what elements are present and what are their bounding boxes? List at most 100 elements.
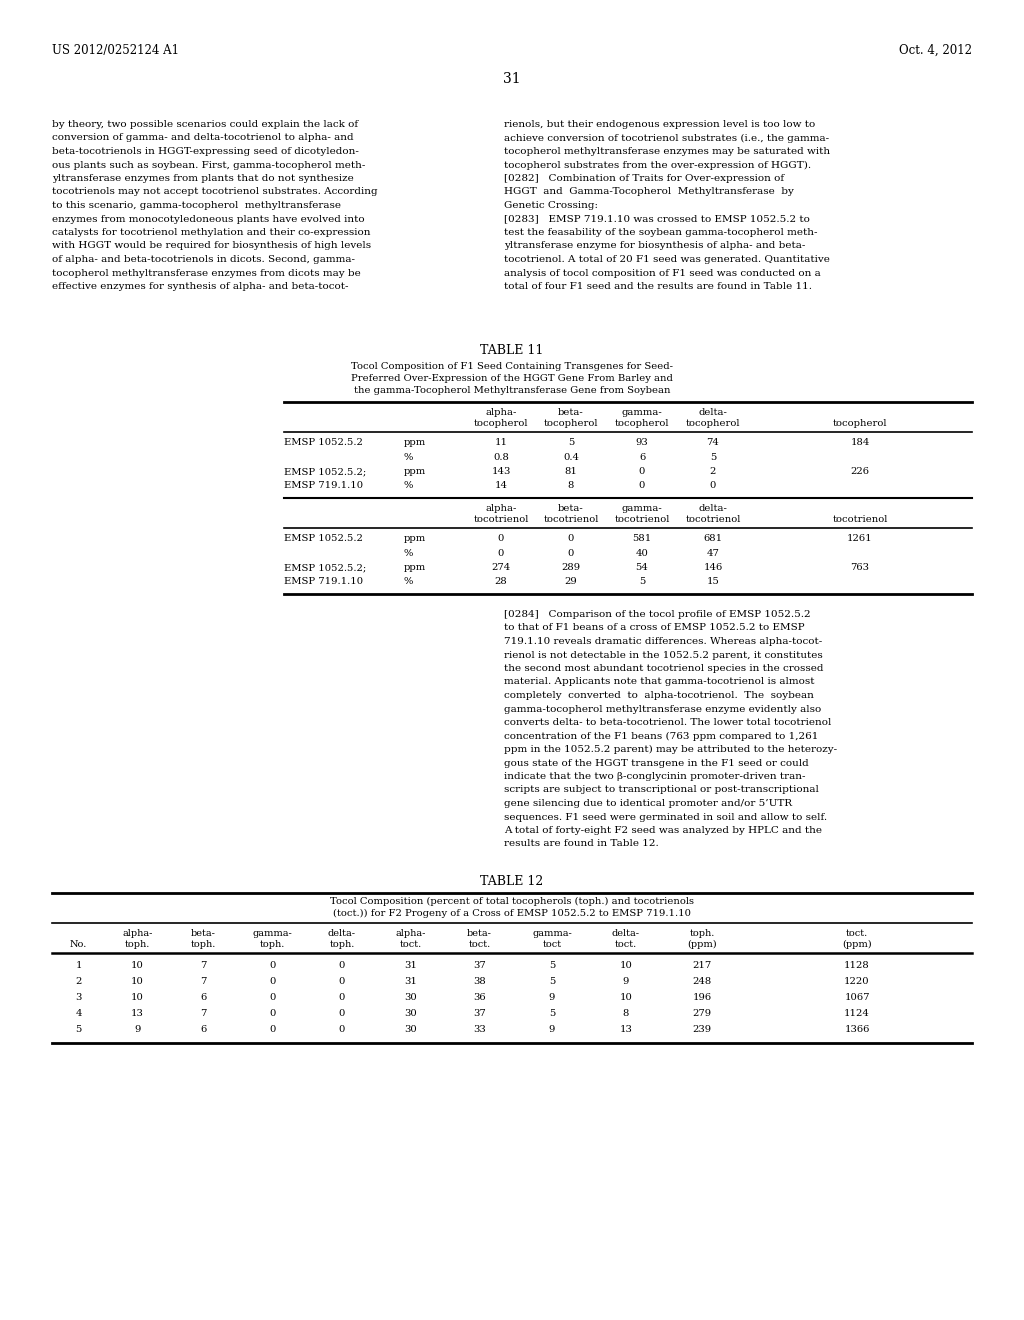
Text: 0: 0 bbox=[339, 1026, 345, 1034]
Text: (ppm): (ppm) bbox=[687, 940, 717, 949]
Text: 0: 0 bbox=[710, 482, 716, 491]
Text: 0: 0 bbox=[269, 993, 275, 1002]
Text: 0: 0 bbox=[269, 961, 275, 970]
Text: 7: 7 bbox=[201, 977, 207, 986]
Text: 30: 30 bbox=[404, 1008, 417, 1018]
Text: 5: 5 bbox=[568, 438, 574, 447]
Text: 47: 47 bbox=[707, 549, 720, 557]
Text: 10: 10 bbox=[131, 961, 144, 970]
Text: EMSP 1052.5.2: EMSP 1052.5.2 bbox=[284, 535, 362, 543]
Text: ppm: ppm bbox=[404, 438, 426, 447]
Text: 0: 0 bbox=[269, 1008, 275, 1018]
Text: 4: 4 bbox=[75, 1008, 82, 1018]
Text: material. Applicants note that gamma-tocotrienol is almost: material. Applicants note that gamma-toc… bbox=[504, 677, 814, 686]
Text: 681: 681 bbox=[703, 535, 723, 543]
Text: gamma-tocopherol methyltransferase enzyme evidently also: gamma-tocopherol methyltransferase enzym… bbox=[504, 705, 821, 714]
Text: 6: 6 bbox=[201, 993, 207, 1002]
Text: (ppm): (ppm) bbox=[842, 940, 871, 949]
Text: tocopherol: tocopherol bbox=[474, 418, 528, 428]
Text: EMSP 1052.5.2: EMSP 1052.5.2 bbox=[284, 438, 362, 447]
Text: 6: 6 bbox=[201, 1026, 207, 1034]
Text: 74: 74 bbox=[707, 438, 720, 447]
Text: gene silencing due to identical promoter and/or 5’UTR: gene silencing due to identical promoter… bbox=[504, 799, 793, 808]
Text: tocopherol methyltransferase enzymes may be saturated with: tocopherol methyltransferase enzymes may… bbox=[504, 147, 830, 156]
Text: 0: 0 bbox=[339, 977, 345, 986]
Text: 9: 9 bbox=[134, 1026, 140, 1034]
Text: concentration of the F1 beans (763 ppm compared to 1,261: concentration of the F1 beans (763 ppm c… bbox=[504, 731, 818, 741]
Text: toct.: toct. bbox=[846, 929, 868, 939]
Text: 279: 279 bbox=[692, 1008, 712, 1018]
Text: Tocol Composition of F1 Seed Containing Transgenes for Seed-: Tocol Composition of F1 Seed Containing … bbox=[351, 362, 673, 371]
Text: 9: 9 bbox=[623, 977, 629, 986]
Text: to this scenario, gamma-tocopherol  methyltransferase: to this scenario, gamma-tocopherol methy… bbox=[52, 201, 341, 210]
Text: US 2012/0252124 A1: US 2012/0252124 A1 bbox=[52, 44, 179, 57]
Text: 2: 2 bbox=[710, 467, 716, 477]
Text: gamma-: gamma- bbox=[622, 504, 663, 513]
Text: 9: 9 bbox=[549, 1026, 555, 1034]
Text: yltransferase enzyme for biosynthesis of alpha- and beta-: yltransferase enzyme for biosynthesis of… bbox=[504, 242, 805, 251]
Text: toph.: toph. bbox=[260, 940, 286, 949]
Text: %: % bbox=[404, 549, 414, 557]
Text: tocopherol: tocopherol bbox=[686, 418, 740, 428]
Text: 14: 14 bbox=[495, 482, 508, 491]
Text: 13: 13 bbox=[620, 1026, 633, 1034]
Text: [0284]   Comparison of the tocol profile of EMSP 1052.5.2: [0284] Comparison of the tocol profile o… bbox=[504, 610, 811, 619]
Text: beta-: beta- bbox=[467, 929, 492, 939]
Text: Oct. 4, 2012: Oct. 4, 2012 bbox=[899, 44, 972, 57]
Text: 36: 36 bbox=[473, 993, 485, 1002]
Text: conversion of gamma- and delta-tocotrienol to alpha- and: conversion of gamma- and delta-tocotrien… bbox=[52, 133, 353, 143]
Text: 0: 0 bbox=[498, 535, 504, 543]
Text: 146: 146 bbox=[703, 564, 723, 572]
Text: sequences. F1 seed were germinated in soil and allow to self.: sequences. F1 seed were germinated in so… bbox=[504, 813, 827, 821]
Text: 289: 289 bbox=[561, 564, 581, 572]
Text: 1366: 1366 bbox=[845, 1026, 869, 1034]
Text: %: % bbox=[404, 578, 414, 586]
Text: HGGT  and  Gamma-Tocopherol  Methyltransferase  by: HGGT and Gamma-Tocopherol Methyltransfer… bbox=[504, 187, 794, 197]
Text: 1128: 1128 bbox=[844, 961, 869, 970]
Text: [0282]   Combination of Traits for Over-expression of: [0282] Combination of Traits for Over-ex… bbox=[504, 174, 784, 183]
Text: 763: 763 bbox=[851, 564, 869, 572]
Text: ppm: ppm bbox=[404, 564, 426, 572]
Text: ous plants such as soybean. First, gamma-tocopherol meth-: ous plants such as soybean. First, gamma… bbox=[52, 161, 366, 169]
Text: No.: No. bbox=[70, 940, 87, 949]
Text: gamma-: gamma- bbox=[532, 929, 571, 939]
Text: tocotrienol: tocotrienol bbox=[473, 515, 528, 524]
Text: 1261: 1261 bbox=[847, 535, 872, 543]
Text: beta-: beta- bbox=[558, 504, 584, 513]
Text: beta-tocotrienols in HGGT-expressing seed of dicotyledon-: beta-tocotrienols in HGGT-expressing see… bbox=[52, 147, 358, 156]
Text: EMSP 1052.5.2;: EMSP 1052.5.2; bbox=[284, 467, 367, 477]
Text: rienols, but their endogenous expression level is too low to: rienols, but their endogenous expression… bbox=[504, 120, 815, 129]
Text: 31: 31 bbox=[503, 73, 521, 86]
Text: 11: 11 bbox=[495, 438, 508, 447]
Text: 31: 31 bbox=[404, 977, 417, 986]
Text: 0: 0 bbox=[339, 961, 345, 970]
Text: A total of forty-eight F2 seed was analyzed by HPLC and the: A total of forty-eight F2 seed was analy… bbox=[504, 826, 822, 836]
Text: tocotrienols may not accept tocotrienol substrates. According: tocotrienols may not accept tocotrienol … bbox=[52, 187, 378, 197]
Text: 0: 0 bbox=[568, 535, 574, 543]
Text: 5: 5 bbox=[710, 453, 716, 462]
Text: enzymes from monocotyledoneous plants have evolved into: enzymes from monocotyledoneous plants ha… bbox=[52, 214, 365, 223]
Text: 1220: 1220 bbox=[844, 977, 869, 986]
Text: results are found in Table 12.: results are found in Table 12. bbox=[504, 840, 658, 849]
Text: 10: 10 bbox=[620, 961, 633, 970]
Text: 10: 10 bbox=[131, 993, 144, 1002]
Text: EMSP 719.1.10: EMSP 719.1.10 bbox=[284, 578, 364, 586]
Text: toph.: toph. bbox=[190, 940, 216, 949]
Text: toph.: toph. bbox=[689, 929, 715, 939]
Text: 81: 81 bbox=[564, 467, 578, 477]
Text: alpha-: alpha- bbox=[122, 929, 153, 939]
Text: 0: 0 bbox=[269, 977, 275, 986]
Text: delta-: delta- bbox=[612, 929, 640, 939]
Text: toct.: toct. bbox=[399, 940, 422, 949]
Text: ppm in the 1052.5.2 parent) may be attributed to the heterozy-: ppm in the 1052.5.2 parent) may be attri… bbox=[504, 744, 838, 754]
Text: delta-: delta- bbox=[698, 504, 727, 513]
Text: 9: 9 bbox=[549, 993, 555, 1002]
Text: 7: 7 bbox=[201, 1008, 207, 1018]
Text: tocopherol methyltransferase enzymes from dicots may be: tocopherol methyltransferase enzymes fro… bbox=[52, 268, 360, 277]
Text: %: % bbox=[404, 482, 414, 491]
Text: to that of F1 beans of a cross of EMSP 1052.5.2 to EMSP: to that of F1 beans of a cross of EMSP 1… bbox=[504, 623, 805, 632]
Text: 0: 0 bbox=[639, 467, 645, 477]
Text: ppm: ppm bbox=[404, 467, 426, 477]
Text: 38: 38 bbox=[473, 977, 485, 986]
Text: by theory, two possible scenarios could explain the lack of: by theory, two possible scenarios could … bbox=[52, 120, 358, 129]
